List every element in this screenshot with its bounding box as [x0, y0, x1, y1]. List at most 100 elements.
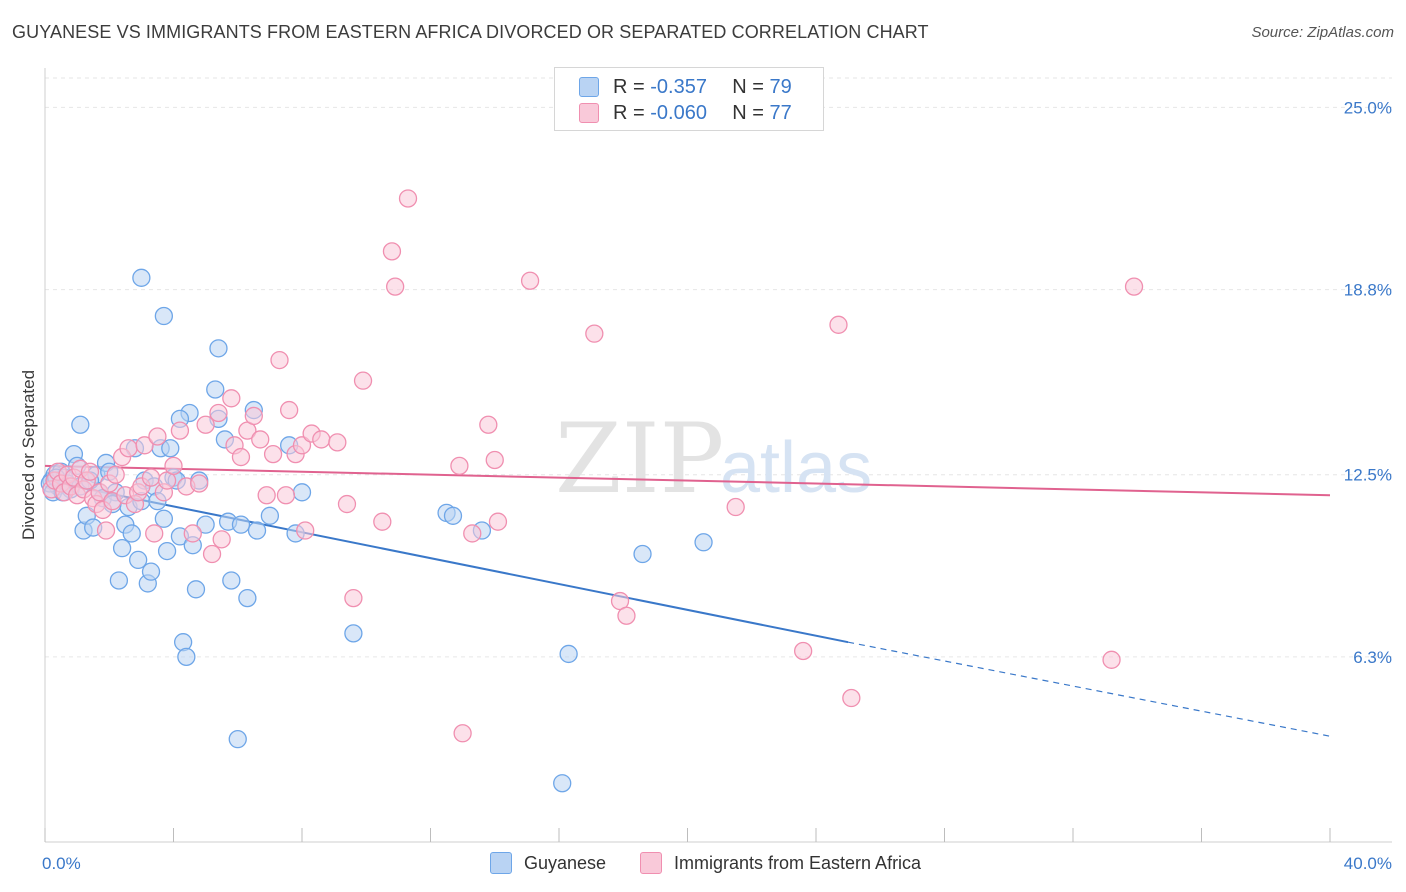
trend-lines — [44, 464, 1331, 737]
point-guyanese — [157, 541, 177, 561]
legend-r-value: -0.357 — [650, 75, 707, 98]
point-eastern-africa — [196, 415, 215, 434]
point-eastern-africa — [222, 389, 241, 408]
point-eastern-africa — [183, 524, 202, 543]
watermark-atlas: atlas — [720, 428, 872, 508]
legend-r-label: R = — [613, 75, 645, 98]
point-guyanese — [109, 571, 129, 590]
legend-row-guyanese: R = -0.357 N = 79 — [579, 73, 792, 101]
point-guyanese — [173, 633, 193, 652]
point-guyanese — [209, 339, 228, 358]
point-eastern-africa — [202, 544, 222, 564]
point-eastern-africa — [373, 512, 392, 531]
point-guyanese — [344, 624, 363, 643]
x-tick-label-min: 0.0% — [42, 854, 81, 873]
point-guyanese — [154, 306, 174, 326]
point-guyanese — [206, 380, 225, 399]
point-eastern-africa — [398, 189, 418, 208]
grid-lines — [45, 77, 1392, 658]
bottom-legend: Guyanese Immigrants from Eastern Africa — [0, 852, 1406, 878]
point-guyanese — [247, 521, 267, 540]
point-guyanese — [132, 268, 151, 287]
point-guyanese — [292, 483, 312, 502]
x-tick-label-max: 40.0% — [1344, 854, 1392, 873]
point-eastern-africa — [520, 271, 540, 290]
y-tick-label: 25.0% — [1344, 98, 1392, 117]
point-guyanese — [443, 506, 463, 525]
point-eastern-africa — [190, 474, 209, 493]
bottom-legend-guyanese[interactable]: Guyanese — [490, 852, 606, 874]
chart-title: GUYANESE VS IMMIGRANTS FROM EASTERN AFRI… — [12, 22, 929, 42]
source-label: Source: ZipAtlas.com — [1251, 24, 1394, 41]
point-guyanese — [238, 588, 257, 608]
point-eastern-africa — [453, 724, 472, 743]
y-tick-label: 6.3% — [1353, 648, 1392, 667]
point-eastern-africa — [842, 688, 861, 708]
point-guyanese — [112, 539, 132, 558]
tick-labels: 6.3% 12.5% 18.8% 25.0% 0.0% 40.0% — [42, 98, 1392, 873]
point-guyanese — [559, 644, 578, 664]
point-eastern-africa — [212, 530, 231, 549]
trend-line-eastern-africa — [44, 464, 1331, 497]
point-eastern-africa — [1102, 650, 1121, 669]
point-guyanese — [260, 506, 280, 525]
legend: R = -0.357 N = 79 R = -0.060 N = 77 — [554, 67, 824, 131]
axes — [44, 68, 1392, 843]
point-eastern-africa — [344, 588, 363, 608]
bottom-legend-swatch-guyanese — [490, 852, 512, 874]
trend-line-guyanese-extrapolated — [848, 641, 1331, 737]
point-guyanese — [122, 524, 141, 543]
point-eastern-africa — [617, 606, 636, 625]
legend-n-value: 79 — [769, 75, 792, 98]
point-eastern-africa — [353, 371, 373, 390]
point-eastern-africa — [276, 486, 296, 505]
point-eastern-africa — [263, 444, 283, 464]
bottom-legend-swatch-eastern-africa — [640, 852, 662, 874]
point-guyanese — [71, 415, 90, 434]
legend-r-label: R = — [613, 101, 645, 124]
point-eastern-africa — [279, 400, 299, 420]
point-eastern-africa — [488, 512, 508, 531]
point-guyanese — [177, 647, 196, 667]
point-eastern-africa — [257, 486, 276, 505]
trend-line-guyanese — [44, 479, 849, 644]
point-eastern-africa — [312, 430, 331, 449]
point-eastern-africa — [337, 494, 357, 514]
bottom-legend-eastern-africa[interactable]: Immigrants from Eastern Africa — [640, 852, 921, 874]
point-guyanese — [186, 580, 206, 599]
legend-swatch-eastern-africa — [579, 103, 599, 123]
point-eastern-africa — [145, 524, 164, 543]
point-eastern-africa — [80, 462, 100, 481]
bottom-legend-label-guyanese: Guyanese — [524, 852, 607, 873]
point-eastern-africa — [450, 456, 469, 476]
point-eastern-africa — [148, 427, 167, 446]
legend-row-eastern-africa: R = -0.060 N = 77 — [579, 99, 792, 127]
point-guyanese — [222, 571, 241, 590]
y-tick-label: 12.5% — [1344, 466, 1392, 485]
point-eastern-africa — [209, 403, 228, 423]
legend-n-value: 77 — [769, 101, 792, 124]
watermark-zip: ZIP — [555, 403, 724, 515]
point-eastern-africa — [244, 406, 263, 426]
point-guyanese — [196, 515, 215, 534]
point-eastern-africa — [479, 415, 498, 434]
y-tick-label: 18.8% — [1344, 281, 1392, 300]
point-guyanese — [633, 544, 652, 564]
y-axis-label: Divorced or Separated — [19, 370, 38, 540]
bottom-legend-label-eastern-africa: Immigrants from Eastern Africa — [674, 852, 922, 873]
point-guyanese — [154, 509, 174, 528]
point-guyanese — [553, 774, 572, 793]
point-guyanese — [129, 550, 148, 570]
point-eastern-africa — [794, 641, 813, 661]
point-guyanese — [231, 515, 251, 534]
point-eastern-africa — [463, 524, 482, 543]
legend-n-label: N = — [732, 75, 764, 98]
point-eastern-africa — [382, 242, 402, 261]
point-guyanese — [141, 562, 161, 581]
point-guyanese — [694, 533, 713, 552]
point-eastern-africa — [485, 450, 504, 470]
point-eastern-africa — [141, 468, 161, 487]
point-eastern-africa — [292, 436, 312, 455]
point-eastern-africa — [119, 439, 138, 458]
